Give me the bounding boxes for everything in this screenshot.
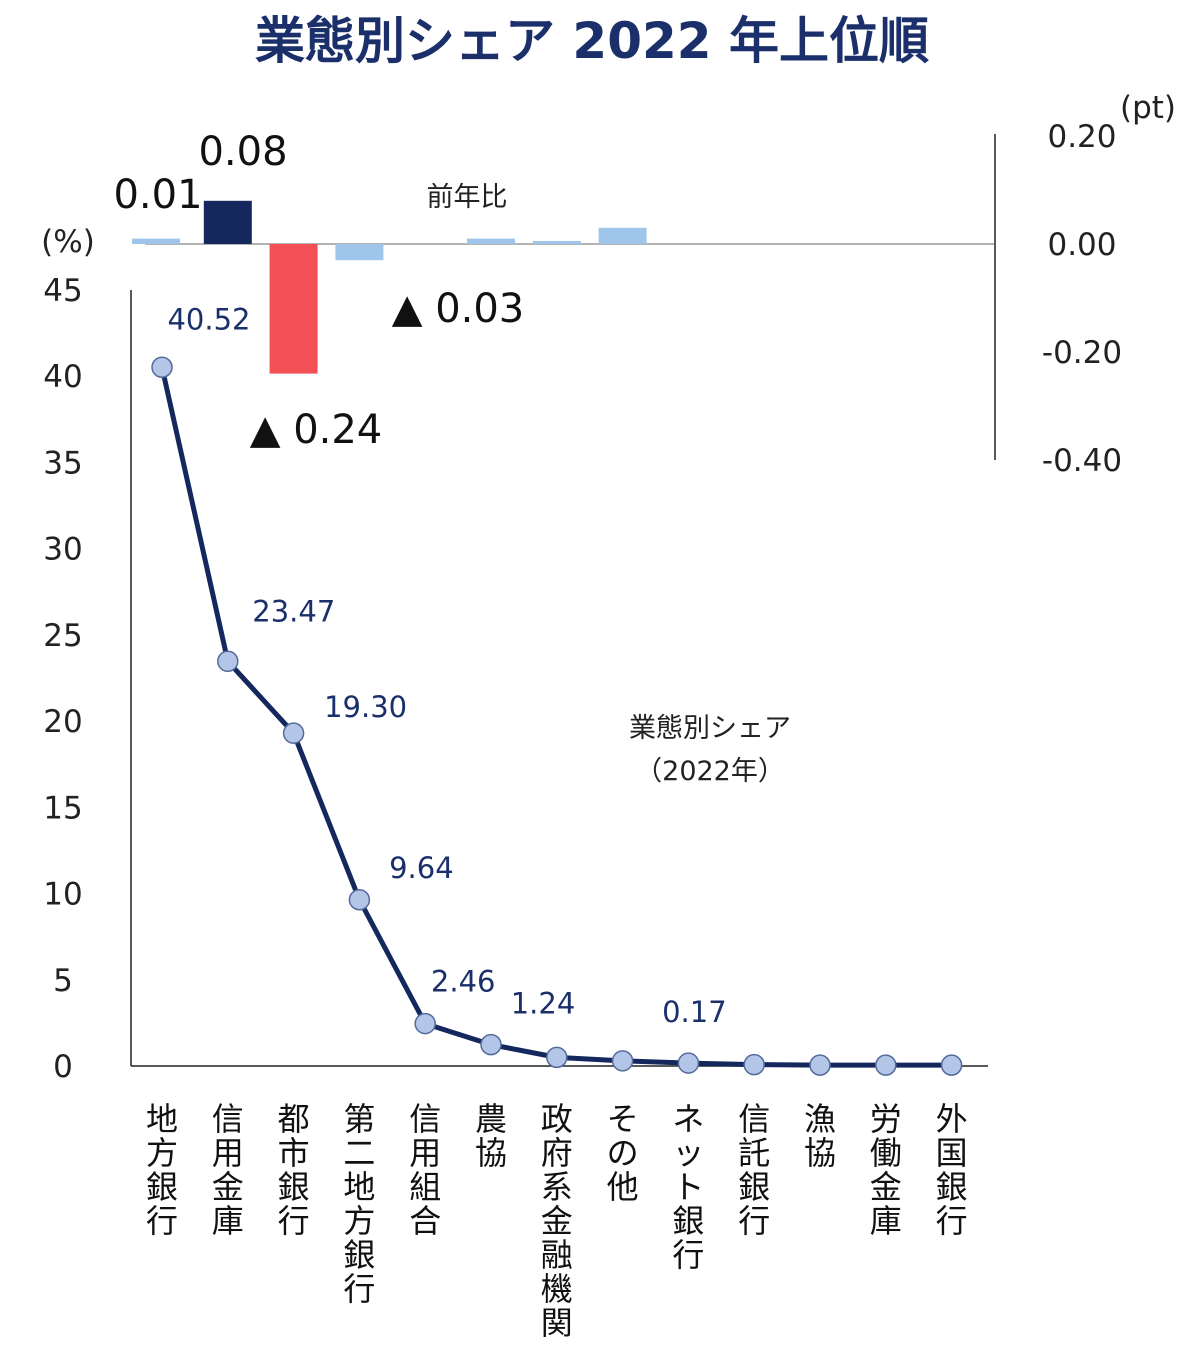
share-series-line <box>159 366 952 1068</box>
yoy-bar <box>269 244 318 374</box>
yoy-bar-label: 0.01 <box>113 172 202 218</box>
category-label: その他 <box>607 1100 639 1206</box>
share-point <box>611 1050 634 1072</box>
share-value-label: 23.47 <box>252 594 335 628</box>
category-label: 労働金庫 <box>870 1100 902 1240</box>
share-value-label: 0.17 <box>662 995 727 1029</box>
share-point <box>217 650 239 673</box>
share-tick-label: 10 <box>43 877 82 913</box>
category-label: 第二地方銀行 <box>343 1100 375 1308</box>
category-label: ネット銀行 <box>672 1100 704 1274</box>
yoy-tick-label: -0.40 <box>1042 443 1122 479</box>
share-tick-label: 45 <box>43 273 82 309</box>
share-tick-label: 5 <box>53 963 73 999</box>
share-value-label: 1.24 <box>511 987 576 1021</box>
share-point <box>875 1054 897 1076</box>
yoy-unit-label: (pt) <box>1120 90 1176 126</box>
category-label: 政府系金融機関 <box>541 1100 573 1342</box>
category-label: 外国銀行 <box>936 1100 968 1240</box>
share-unit-label: (%) <box>41 224 95 260</box>
share-point <box>940 1054 963 1076</box>
yoy-bar <box>335 244 384 261</box>
share-tick-label: 40 <box>43 359 82 395</box>
category-label: 農協 <box>475 1100 507 1172</box>
yoy-bars-layer: 0.20 0.00 -0.20 -0.40 0.010.08 ▲ 0.24 ▲ 0.03 <box>113 119 1122 479</box>
yoy-bar <box>598 227 647 244</box>
share-point <box>282 722 305 744</box>
yoy-series-name: 前年比 <box>427 182 508 213</box>
share-point <box>480 1033 502 1056</box>
share-tick-label: 30 <box>43 532 82 568</box>
share-tick-label: 25 <box>43 618 82 654</box>
yoy-tick-label: 0.00 <box>1047 227 1116 263</box>
share-tick-label: 0 <box>53 1049 73 1085</box>
yoy-bar-label: ▲ 0.03 <box>392 286 525 332</box>
category-label: 漁協 <box>804 1100 836 1172</box>
share-legend-line1: 業態別シェア <box>629 713 791 744</box>
category-label: 都市銀行 <box>278 1100 310 1240</box>
share-point <box>151 356 173 379</box>
share-value-label: 9.64 <box>389 851 454 885</box>
share-value-label: 2.46 <box>431 965 496 999</box>
share-point <box>414 1012 436 1035</box>
yoy-bar <box>203 200 252 244</box>
share-tick-label: 35 <box>43 445 82 481</box>
yoy-bar <box>532 241 581 244</box>
yoy-tick-label: 0.20 <box>1047 119 1116 155</box>
share-tick-label: 15 <box>43 790 82 826</box>
category-label: 信用組合 <box>409 1100 441 1240</box>
yoy-bar-label: 0.08 <box>198 129 287 175</box>
share-point <box>677 1052 700 1074</box>
category-label: 地方銀行 <box>146 1100 178 1240</box>
category-label: 信用金庫 <box>212 1100 244 1240</box>
share-point <box>546 1046 568 1069</box>
share-legend-line2: （2022年） <box>635 756 785 787</box>
share-value-label: 40.52 <box>167 302 250 336</box>
yoy-bar <box>132 238 180 244</box>
share-value-label: 19.30 <box>324 690 407 724</box>
category-label: 信託銀行 <box>738 1100 770 1240</box>
share-point <box>809 1054 831 1076</box>
chart-title: 業態別シェア 2022 年上位順 <box>255 12 929 70</box>
share-line-layer: 0 5 10 15 20 25 30 35 40 45 40.52 23.47 19.30 9.64 2.4… <box>43 273 988 1342</box>
share-point <box>348 889 371 911</box>
yoy-tick-label: -0.20 <box>1042 335 1122 371</box>
share-point <box>743 1053 765 1076</box>
yoy-bar-label: ▲ 0.24 <box>250 407 383 453</box>
share-tick-label: 20 <box>43 704 82 740</box>
yoy-bar <box>467 238 515 244</box>
